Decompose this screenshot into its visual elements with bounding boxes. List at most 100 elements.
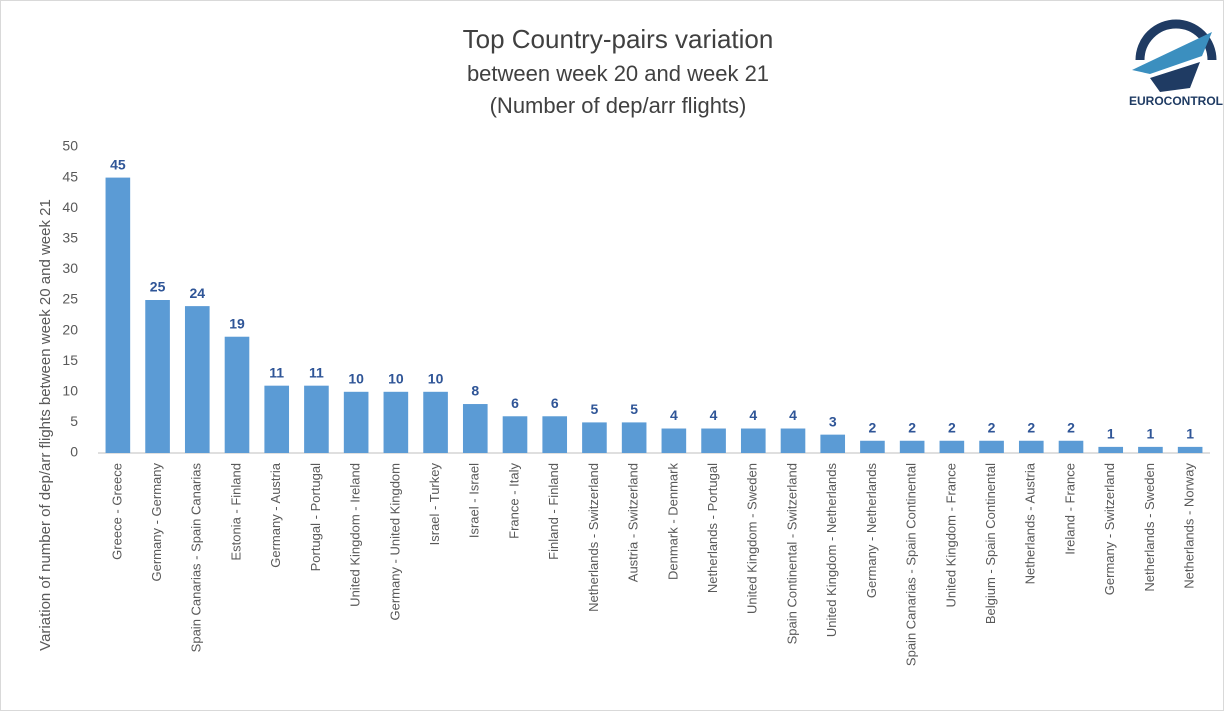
bar: [462, 404, 488, 453]
data-label: 1: [1147, 426, 1155, 442]
x-tick-label: Israel - Turkey: [427, 463, 442, 546]
data-label: 2: [948, 419, 956, 435]
y-tick-label: 30: [62, 260, 78, 276]
bar: [304, 385, 329, 453]
logo-text: EUROCONTROL: [1129, 94, 1223, 108]
data-label: 10: [428, 371, 444, 387]
bar: [1177, 446, 1203, 453]
bar: [502, 416, 528, 453]
bar: [1138, 446, 1163, 453]
x-tick-label: Denmark - Denmark: [665, 463, 680, 581]
bar: [423, 391, 448, 453]
y-tick-label: 15: [62, 352, 78, 368]
x-tick-label: Netherlands - Norway: [1182, 463, 1197, 589]
x-tick-label: Belgium - Spain Continental: [983, 463, 998, 624]
bar: [1058, 440, 1084, 453]
data-label: 19: [229, 315, 245, 331]
bar: [979, 440, 1004, 453]
chart-title: Top Country-pairs variation: [463, 24, 774, 54]
x-tick-label: Germany - Netherlands: [864, 463, 879, 599]
bar: [701, 428, 726, 453]
x-tick-label: Germany - Switzerland: [1102, 463, 1117, 595]
y-tick-label: 25: [62, 291, 78, 307]
bar: [1098, 446, 1124, 453]
bar: [820, 434, 846, 453]
bar: [899, 440, 925, 453]
bar: [343, 391, 369, 453]
x-tick-label: Greece - Greece: [109, 463, 124, 560]
data-label: 6: [511, 395, 519, 411]
y-tick-label: 20: [62, 321, 78, 337]
bar: [184, 306, 210, 453]
data-label: 8: [471, 383, 479, 399]
data-label: 25: [150, 279, 166, 295]
x-tick-label: Israel - Israel: [467, 463, 482, 538]
bar: [582, 422, 607, 453]
x-tick-label: Netherlands - Portugal: [705, 463, 720, 593]
data-label: 5: [630, 401, 638, 417]
x-tick-label: Spain Continental - Switzerland: [784, 463, 799, 644]
x-tick-label: Spain Canarias - Spain Continental: [904, 463, 919, 666]
data-label: 2: [869, 419, 877, 435]
data-label: 2: [1067, 419, 1075, 435]
data-label: 3: [829, 413, 837, 429]
x-tick-label: United Kingdom - Netherlands: [824, 463, 839, 638]
x-tick-label: Spain Canarias - Spain Canarias: [189, 463, 204, 653]
data-label: 45: [110, 156, 126, 172]
data-label: 24: [189, 285, 205, 301]
x-tick-label: France - Italy: [506, 463, 521, 539]
data-label: 11: [269, 364, 284, 380]
x-tick-label: United Kingdom - Sweden: [745, 463, 760, 614]
y-tick-label: 50: [62, 138, 78, 154]
data-label: 2: [988, 419, 996, 435]
data-label: 4: [710, 407, 718, 423]
x-tick-label: United Kingdom - France: [943, 463, 958, 608]
x-tick-label: Finland - Finland: [546, 463, 561, 560]
y-tick-label: 40: [62, 199, 78, 215]
y-tick-label: 45: [62, 168, 78, 184]
logo: EUROCONTROL: [1129, 19, 1223, 108]
bar: [780, 428, 806, 453]
bar: [621, 422, 647, 453]
data-label: 2: [908, 419, 916, 435]
data-label: 6: [551, 395, 559, 411]
bar: [224, 336, 250, 453]
x-tick-label: Germany - Germany: [149, 463, 164, 582]
bar: [661, 428, 687, 453]
x-tick-label: United Kingdom - Ireland: [348, 463, 363, 607]
bar: [1018, 440, 1044, 453]
bar: [740, 428, 766, 453]
x-tick-label: Germany - Austria: [268, 462, 283, 568]
x-tick-label: Netherlands - Austria: [1023, 462, 1038, 584]
data-label: 2: [1027, 419, 1035, 435]
x-tick-label: Portugal - Portugal: [308, 463, 323, 572]
data-label: 10: [388, 371, 404, 387]
data-label: 5: [591, 401, 599, 417]
bar: [542, 416, 568, 453]
x-tick-label: Germany - United Kingdom: [387, 463, 402, 621]
y-axis-label: Variation of number of dep/arr flights b…: [37, 199, 54, 651]
data-label: 1: [1186, 426, 1194, 442]
data-label: 1: [1107, 426, 1115, 442]
y-tick-label: 5: [70, 413, 78, 429]
bar: [860, 440, 885, 453]
x-tick-label: Estonia - Finland: [228, 463, 243, 561]
chart-subtitle: between week 20 and week 21: [467, 61, 769, 86]
y-tick-label: 10: [62, 383, 78, 399]
bar: [383, 391, 409, 453]
data-label: 4: [789, 407, 797, 423]
bar: [145, 300, 170, 453]
x-tick-label: Netherlands - Sweden: [1142, 463, 1157, 592]
chart-subtitle: (Number of dep/arr flights): [490, 93, 747, 118]
bar: [264, 385, 290, 453]
y-tick-label: 0: [70, 444, 78, 460]
x-tick-label: Netherlands - Switzerland: [586, 463, 601, 612]
x-tick-label: Ireland - France: [1062, 463, 1077, 555]
y-tick-label: 35: [62, 230, 78, 246]
bar: [105, 177, 131, 453]
data-label: 10: [348, 371, 364, 387]
data-label: 4: [749, 407, 757, 423]
data-label: 4: [670, 407, 678, 423]
x-tick-label: Austria - Switzerland: [626, 463, 641, 582]
